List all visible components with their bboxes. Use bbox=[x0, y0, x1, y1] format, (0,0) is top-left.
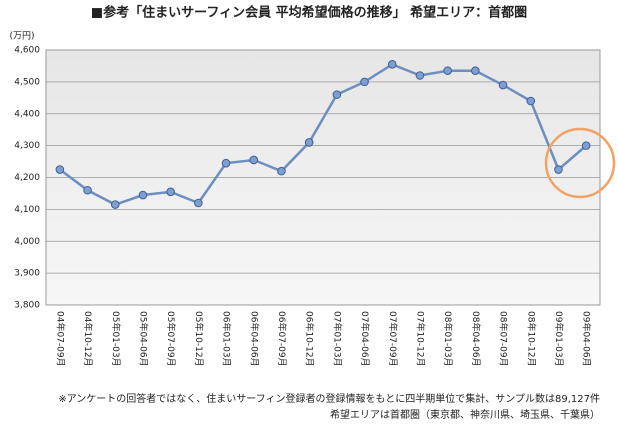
data-point bbox=[526, 96, 536, 106]
chart-title: ■参考「住まいサーフィン会員 平均希望価格の推移」 希望エリア：首都圏 bbox=[91, 5, 527, 21]
data-point bbox=[304, 138, 314, 147]
data-point bbox=[387, 60, 397, 69]
x-tick-label: 08年04-06月 bbox=[470, 311, 482, 367]
y-tick-label: 4,300 bbox=[14, 141, 40, 151]
data-point bbox=[360, 77, 369, 87]
data-line bbox=[59, 62, 587, 206]
x-tick-label: 06年04-06月 bbox=[248, 311, 260, 367]
x-tick-label: 08年07-09月 bbox=[498, 311, 510, 367]
x-tick-label: 05年04-06月 bbox=[137, 311, 149, 367]
data-point bbox=[249, 155, 259, 165]
data-point bbox=[83, 185, 92, 195]
y-tick-label: 3,900 bbox=[14, 269, 40, 279]
x-tick-label: 07年10-12月 bbox=[414, 311, 426, 367]
x-tick-label: 04年07-09月 bbox=[54, 311, 66, 367]
data-point bbox=[138, 190, 148, 200]
x-tick-label: 06年07-09月 bbox=[276, 311, 288, 367]
x-tick-label: 09年04-06月 bbox=[581, 311, 593, 367]
highlight-circle bbox=[544, 127, 616, 199]
y-tick-label: 4,500 bbox=[14, 77, 40, 87]
data-point bbox=[277, 166, 286, 176]
y-tick-label: 3,800 bbox=[14, 301, 40, 311]
x-tick-label: 08年01-03月 bbox=[442, 311, 454, 367]
y-axis-unit: (万円) bbox=[9, 31, 34, 42]
x-tick-label: 06年01-03月 bbox=[221, 311, 233, 367]
x-tick-label: 05年07-09月 bbox=[165, 311, 177, 367]
y-tick-label: 4,100 bbox=[14, 205, 40, 215]
y-tick-label: 4,400 bbox=[14, 109, 40, 119]
footnote: 希望エリアは首都圏（東京都、神奈川県、埼玉県、千葉県） bbox=[330, 408, 600, 421]
data-point bbox=[221, 158, 231, 168]
data-point bbox=[581, 141, 591, 150]
data-point bbox=[194, 198, 203, 208]
x-tick-label: 07年07-09月 bbox=[387, 311, 399, 367]
data-point bbox=[471, 66, 480, 76]
data-point bbox=[443, 66, 452, 76]
data-point bbox=[332, 90, 342, 99]
x-tick-label: 05年10-12月 bbox=[193, 311, 205, 367]
footnote: ※アンケートの回答者ではなく、住まいサーフィン登録者の登録情報をもとに四半期単位… bbox=[58, 392, 600, 405]
y-tick-label: 4,600 bbox=[14, 46, 40, 56]
y-tick-label: 4,000 bbox=[14, 237, 40, 247]
x-tick-label: 07年01-03月 bbox=[331, 311, 343, 367]
data-point bbox=[55, 165, 65, 174]
x-tick-label: 08年10-12月 bbox=[525, 311, 537, 367]
data-point bbox=[415, 71, 425, 80]
data-point bbox=[166, 187, 175, 197]
x-tick-label: 06年10-12月 bbox=[304, 311, 316, 367]
x-tick-label: 04年10-12月 bbox=[82, 311, 94, 367]
data-point bbox=[554, 165, 563, 174]
x-tick-label: 07年04-06月 bbox=[359, 311, 371, 367]
x-tick-label: 05年01-03月 bbox=[110, 311, 122, 367]
data-point bbox=[110, 200, 120, 209]
y-tick-label: 4,200 bbox=[14, 173, 40, 183]
x-tick-label: 09年01-03月 bbox=[553, 311, 565, 367]
data-point bbox=[498, 80, 508, 90]
